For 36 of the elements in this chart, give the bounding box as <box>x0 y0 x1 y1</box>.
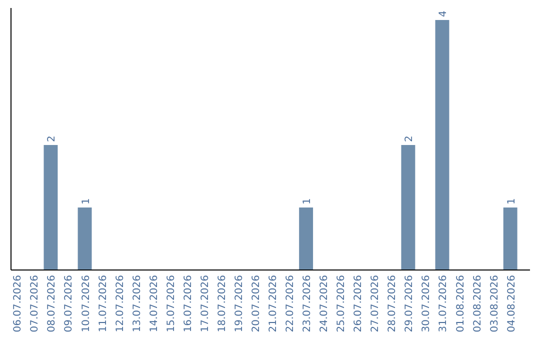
x-tick-label: 13.07.2026 <box>132 275 143 332</box>
data-label: 1 <box>506 198 518 204</box>
x-tick-label: 26.07.2026 <box>353 275 364 332</box>
x-tick-label: 10.07.2026 <box>80 275 92 332</box>
x-tick-label: 11.07.2026 <box>98 275 109 332</box>
x-tick-label: 21.07.2026 <box>268 275 280 332</box>
x-tick-label: 06.07.2026 <box>12 275 24 332</box>
x-tick-label: 23.07.2026 <box>302 275 314 332</box>
data-label: 4 <box>438 10 450 17</box>
x-tick-label: 14.07.2026 <box>148 275 160 332</box>
x-tick-label: 09.07.2026 <box>64 275 75 332</box>
x-tick-label: 07.07.2026 <box>30 275 41 332</box>
x-tick-label: 04.08.2026 <box>506 275 518 332</box>
x-tick-label: 03.08.2026 <box>489 275 500 332</box>
x-tick-label: 08.07.2026 <box>46 275 58 332</box>
x-tick-label: 12.07.2026 <box>114 275 126 332</box>
data-label: 2 <box>46 136 58 142</box>
x-tick-label: 29.07.2026 <box>404 275 416 332</box>
x-tick-label: 01.08.2026 <box>455 275 466 332</box>
data-label: 1 <box>302 198 314 204</box>
x-tick-label: 25.07.2026 <box>336 275 348 332</box>
x-tick-label: 31.07.2026 <box>438 275 450 332</box>
x-tick-label: 16.07.2026 <box>182 275 194 332</box>
x-tick-label: 19.07.2026 <box>234 275 245 332</box>
x-tick-label: 27.07.2026 <box>370 275 382 332</box>
x-tick-label: 22.07.2026 <box>285 275 296 332</box>
x-tick-label: 28.07.2026 <box>387 275 398 332</box>
x-tick-label: 30.07.2026 <box>421 275 432 332</box>
x-tick-label: 15.07.2026 <box>166 275 177 332</box>
data-label: 2 <box>404 136 416 142</box>
x-tick-label: 02.08.2026 <box>472 275 484 332</box>
x-tick-label: 24.07.2026 <box>319 275 330 332</box>
x-tick-label: 17.07.2026 <box>200 275 211 332</box>
x-tick-label: 20.07.2026 <box>250 275 262 332</box>
x-tick-label: 18.07.2026 <box>216 275 228 332</box>
data-label: 1 <box>80 198 92 204</box>
